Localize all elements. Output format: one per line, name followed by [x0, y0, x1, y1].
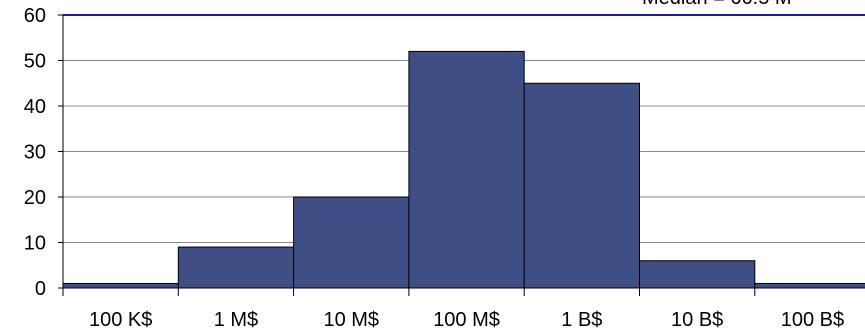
bar-1	[177, 246, 295, 289]
bar-3	[408, 50, 525, 289]
x-tick-label: 10 M$	[323, 309, 379, 331]
median-annotation: Median = 66.5 M	[642, 0, 792, 9]
bar-0	[62, 282, 179, 289]
y-tick-label: 50	[24, 51, 46, 73]
y-tick-label: 0	[35, 278, 46, 300]
x-tick-label: 100 M$	[433, 309, 500, 331]
x-tick-label: 100 B$	[781, 309, 844, 331]
y-tick-label: 60	[24, 5, 46, 27]
bar-2	[293, 196, 410, 289]
x-tick-label: 100 K$	[89, 309, 152, 331]
x-tick-label: 1 M$	[214, 309, 258, 331]
bar-6	[754, 282, 865, 289]
bar-4	[523, 82, 641, 289]
y-tick-label: 40	[24, 96, 46, 118]
bar-5	[639, 260, 756, 289]
y-tick-label: 20	[24, 187, 46, 209]
x-tick-label: 10 B$	[671, 309, 723, 331]
bars	[62, 50, 865, 289]
y-tick-label: 30	[24, 142, 46, 164]
x-tick-label: 1 B$	[561, 309, 602, 331]
x-tick-labels: 100 K$ 1 M$ 10 M$ 100 M$ 1 B$ 10 B$ 100 B$	[62, 288, 844, 331]
y-tick-label: 10	[24, 233, 46, 255]
y-tick-labels: 0 10 20 30 40 50 60	[24, 5, 63, 300]
